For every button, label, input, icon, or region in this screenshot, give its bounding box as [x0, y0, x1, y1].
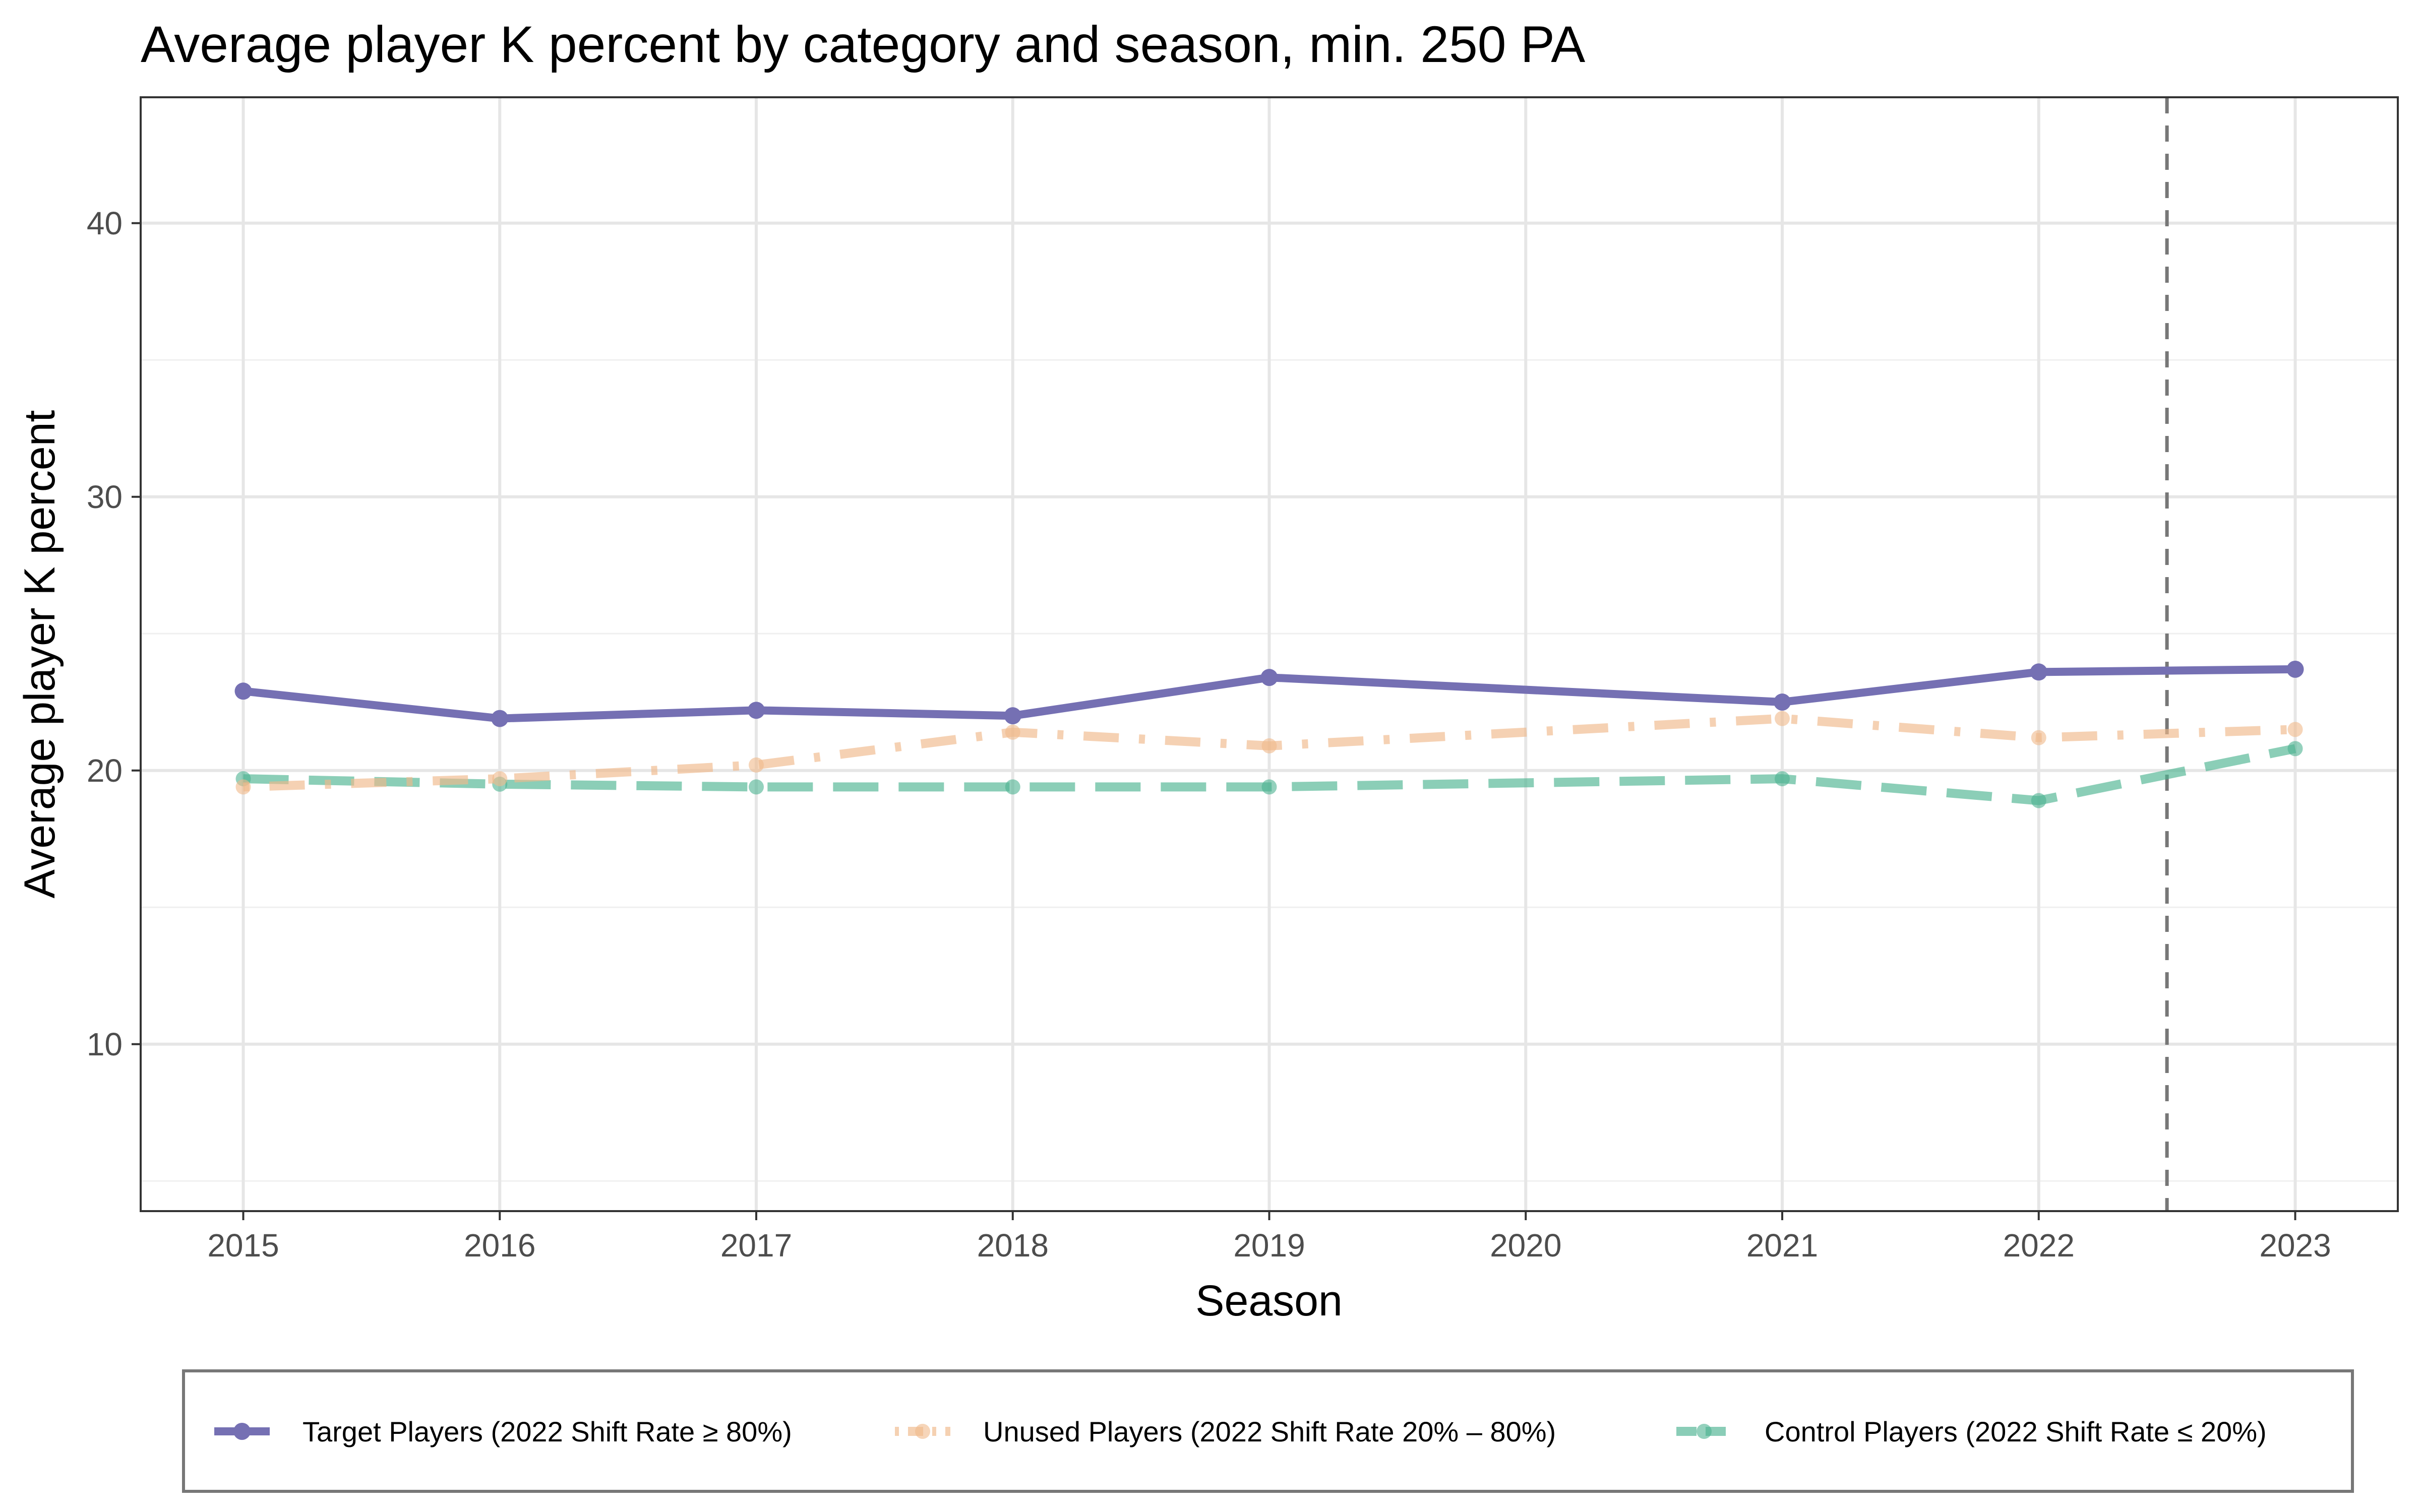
y-tick-label: 40 [87, 205, 123, 241]
data-point [235, 779, 251, 795]
y-tick-label: 10 [87, 1026, 123, 1062]
legend-key-point [1697, 1424, 1712, 1439]
series-line [243, 714, 2295, 792]
data-point [1261, 779, 1277, 795]
data-point [491, 710, 509, 727]
x-tick-label: 2017 [720, 1227, 792, 1264]
data-point [2287, 722, 2303, 737]
data-point [492, 771, 508, 787]
data-point [1005, 724, 1020, 740]
data-point [1775, 711, 1790, 726]
data-point [2031, 793, 2046, 808]
x-tick-label: 2015 [207, 1227, 279, 1264]
x-tick-label: 2020 [1490, 1227, 1561, 1264]
series-line [243, 744, 2296, 805]
data-point [1005, 779, 1020, 795]
x-axis-title: Season [1195, 1277, 1343, 1325]
data-point [748, 702, 765, 719]
y-axis: 10 20 30 40 [87, 205, 141, 1062]
y-tick-label: 20 [87, 752, 123, 789]
data-point [2030, 663, 2047, 681]
data-point [749, 757, 764, 773]
x-tick-label: 2022 [2003, 1227, 2075, 1264]
chart-title: Average player K percent by category and… [141, 16, 1585, 73]
legend-label: Control Players (2022 Shift Rate ≤ 20%) [1765, 1416, 2267, 1447]
data-point [1261, 738, 1277, 753]
data-point [2286, 660, 2304, 678]
y-axis-title: Average player K percent [16, 410, 64, 898]
legend: Target Players (2022 Shift Rate ≥ 80%) Un… [214, 1416, 2267, 1447]
legend-label: Target Players (2022 Shift Rate ≥ 80%) [302, 1416, 792, 1447]
x-tick-label: 2021 [1746, 1227, 1818, 1264]
data-point [1775, 771, 1790, 787]
x-tick-label: 2018 [977, 1227, 1049, 1264]
data-point [234, 682, 252, 700]
data-point [2287, 741, 2303, 757]
y-tick-label: 30 [87, 479, 123, 515]
legend-label: Unused Players (2022 Shift Rate 20% – 80… [983, 1416, 1556, 1447]
legend-box [182, 1369, 2354, 1493]
x-tick-label: 2023 [2259, 1227, 2331, 1264]
x-tick-label: 2019 [1233, 1227, 1305, 1264]
data-point [749, 779, 764, 795]
data-point [1260, 669, 1278, 686]
x-axis: 2015 2016 2017 2018 2019 2020 2021 2022 2023 [207, 1211, 2331, 1264]
grid [141, 97, 2398, 1211]
data-point [1004, 707, 1021, 725]
data-point [1774, 694, 1791, 711]
x-tick-label: 2016 [464, 1227, 535, 1264]
series-line [243, 665, 2295, 723]
series-layer [234, 660, 2304, 808]
legend-key-point [915, 1424, 930, 1439]
legend-key-point [233, 1423, 251, 1440]
data-point [2031, 730, 2046, 745]
